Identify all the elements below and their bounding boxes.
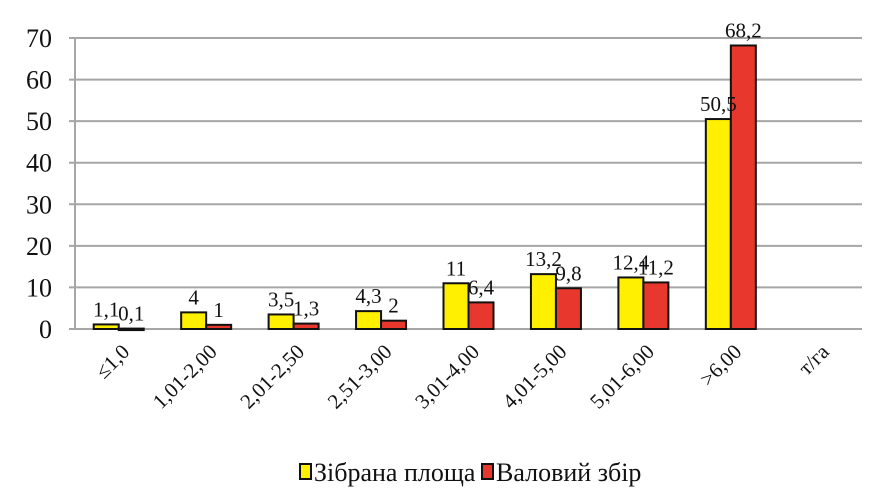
legend: Зібрана площа Валовий збір xyxy=(299,458,641,487)
data-label: 6,4 xyxy=(468,275,495,299)
y-tick-label: 40 xyxy=(26,149,52,178)
bar-yield xyxy=(642,281,670,331)
x-tick-label: т/га xyxy=(794,339,835,380)
data-label: 1 xyxy=(213,298,224,322)
x-tick-label: 3,01-4,00 xyxy=(410,340,484,414)
bar-area xyxy=(442,282,470,330)
x-tick-label: 1,01-2,00 xyxy=(148,340,222,414)
bar-yield xyxy=(729,44,757,331)
x-axis-ticks: ≤1,0 1,01-2,00 2,01-2,50 2,51-3,00 3,01-4,00… xyxy=(91,339,835,413)
legend-label: Валовий збір xyxy=(496,458,641,487)
bar-area xyxy=(92,323,120,331)
bar-area xyxy=(704,118,732,330)
bar-yield xyxy=(292,322,320,330)
legend-swatch xyxy=(299,463,312,480)
bar-area xyxy=(617,276,645,330)
y-tick-label: 60 xyxy=(26,66,52,95)
x-tick-label: >6,00 xyxy=(695,340,746,391)
data-label: 9,8 xyxy=(555,261,581,285)
data-label: 3,5 xyxy=(268,287,294,311)
y-tick-label: 0 xyxy=(39,315,52,344)
data-label: 1,3 xyxy=(293,297,319,321)
data-label: 50,5 xyxy=(700,92,737,116)
x-tick-label: 2,01-2,50 xyxy=(235,340,309,414)
bar-area xyxy=(529,273,557,330)
data-label: 2 xyxy=(388,294,399,318)
bar-yield xyxy=(117,327,145,332)
bar-yield xyxy=(205,323,233,331)
data-label: 11 xyxy=(446,256,466,280)
x-tick-label: 4,01-5,00 xyxy=(498,340,572,414)
bar-area xyxy=(267,313,295,331)
bar-area xyxy=(180,311,208,330)
data-label: 4,3 xyxy=(355,284,381,308)
x-tick-label: ≤1,0 xyxy=(91,340,135,384)
legend-label: Зібрана площа xyxy=(314,458,476,487)
y-tick-label: 20 xyxy=(26,232,52,261)
y-tick-label: 50 xyxy=(26,107,52,136)
y-tick-label: 70 xyxy=(26,24,52,53)
bar-area xyxy=(355,310,383,331)
data-label: 11,2 xyxy=(638,255,674,279)
legend-swatch xyxy=(481,463,494,480)
data-labels: 1,10,1 41 3,51,3 4,3 2 116,4 13,29,8 12,411,2 50… xyxy=(93,18,762,325)
gridlines xyxy=(69,37,862,330)
x-tick-label: 5,01-6,00 xyxy=(585,340,659,414)
y-tick-label: 10 xyxy=(26,273,52,302)
data-label: 0,1 xyxy=(118,302,144,326)
data-label: 12,4 xyxy=(613,250,650,274)
y-axis-ticks: 0 10 20 30 40 50 60 70 xyxy=(26,24,52,344)
data-label: 68,2 xyxy=(725,18,762,42)
bars xyxy=(92,44,757,332)
bar-yield xyxy=(467,301,495,331)
bar-yield xyxy=(554,287,582,331)
data-label: 13,2 xyxy=(525,247,562,271)
data-label: 1,1 xyxy=(93,297,119,321)
y-tick-label: 30 xyxy=(26,190,52,219)
bar-yield xyxy=(380,319,408,330)
x-tick-label: 2,51-3,00 xyxy=(323,340,397,414)
data-label: 4 xyxy=(188,285,199,309)
